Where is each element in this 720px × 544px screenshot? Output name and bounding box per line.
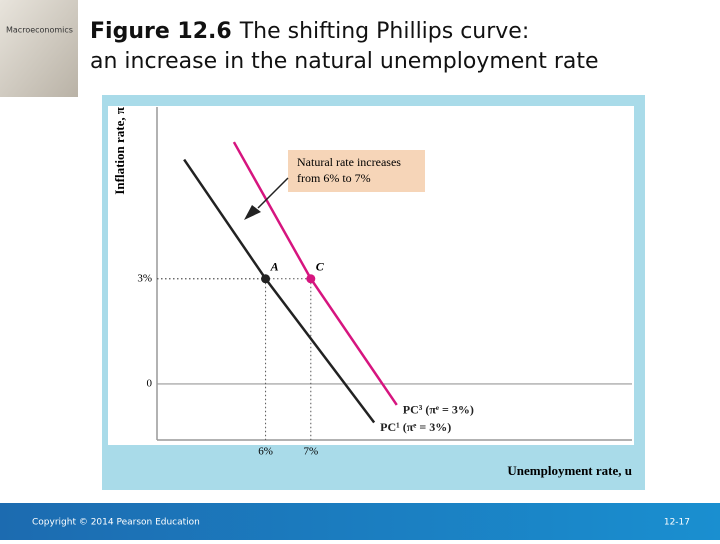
point-label: C [316, 260, 325, 274]
y-axis-label: Inflation rate, π [112, 107, 127, 195]
point [306, 274, 316, 284]
figure-number: Figure 12.6 [90, 19, 232, 44]
slide-title: Figure 12.6 The shifting Phillips curve: [90, 19, 529, 44]
x-tick-label: 6% [258, 446, 273, 458]
annotation-text: Natural rate increases [297, 155, 401, 169]
annotation-text: from 6% to 7% [297, 171, 371, 185]
y-tick-label: 3% [137, 272, 152, 284]
page-number: 12-17 [664, 518, 690, 528]
annotation-box [288, 150, 425, 192]
point [261, 274, 271, 284]
point-label: A [270, 260, 279, 274]
copyright: Copyright © 2014 Pearson Education [32, 518, 200, 528]
curve-label: PC¹ (πᵉ = 3%) [380, 420, 451, 434]
book-cover [0, 0, 78, 97]
x-tick-label: 7% [303, 446, 318, 458]
title-line: an increase in the natural unemployment … [90, 49, 599, 74]
cover-title: Macroeconomics [6, 26, 73, 35]
arrow-head [244, 205, 261, 220]
footer-bar [0, 503, 720, 540]
chart: 0 3% 6% 7% Unemployment rate, u Inflation rat… [112, 107, 632, 478]
curve-label: PC³ (πᵉ = 3%) [403, 403, 474, 417]
y-tick-label: 0 [147, 377, 153, 389]
title-line: The shifting Phillips curve: [239, 19, 530, 44]
annotation-arrow [257, 177, 289, 209]
x-axis-label: Unemployment rate, u [507, 463, 632, 478]
